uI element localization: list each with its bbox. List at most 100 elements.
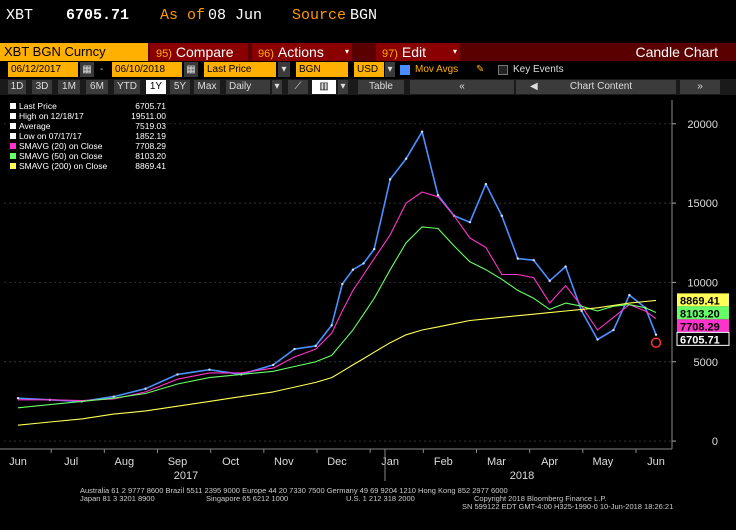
price-point bbox=[341, 282, 344, 286]
period-1d[interactable]: 1D bbox=[8, 80, 26, 94]
y-tick-label: 10000 bbox=[687, 277, 718, 289]
price-point bbox=[628, 293, 631, 297]
period-6m[interactable]: 6M bbox=[86, 80, 108, 94]
price-point bbox=[362, 262, 365, 265]
candle-chart-icon[interactable]: ▥ bbox=[312, 80, 336, 94]
price-point bbox=[468, 220, 472, 224]
chart-content-button[interactable]: ◀ Chart Content bbox=[516, 80, 676, 94]
legend-swatch bbox=[10, 113, 16, 119]
chevron-down-icon: ▾ bbox=[344, 47, 349, 56]
period-5y[interactable]: 5Y bbox=[170, 80, 190, 94]
legend-swatch bbox=[10, 153, 16, 159]
pencil-icon[interactable]: ✎ bbox=[476, 64, 485, 75]
price-label-box bbox=[677, 319, 729, 333]
asof-value: 08 Jun bbox=[208, 7, 263, 24]
x-tick-label: Nov bbox=[274, 456, 294, 468]
legend-name: Low on 07/17/17 bbox=[19, 131, 82, 141]
price-label-box bbox=[676, 331, 730, 346]
series-line bbox=[17, 299, 657, 426]
x-tick-label: Feb bbox=[434, 456, 453, 468]
legend-row: High on 12/18/17 19511.00 bbox=[10, 111, 168, 121]
x-tick-label: Apr bbox=[541, 456, 558, 468]
price-label-text: 6705.71 bbox=[680, 334, 720, 346]
collapse-left-icon[interactable]: « bbox=[410, 80, 514, 94]
frequency-select[interactable]: Daily bbox=[226, 80, 270, 94]
price-point bbox=[293, 347, 296, 351]
source-field[interactable]: BGN bbox=[296, 62, 348, 77]
legend-value: 8103.20 bbox=[135, 151, 166, 161]
footer-japan: Japan 81 3 3201 8900 bbox=[80, 494, 155, 503]
collapse-right-icon[interactable]: » bbox=[680, 80, 720, 94]
chevron-down-icon[interactable]: ▾ bbox=[278, 62, 290, 77]
legend-value: 6705.71 bbox=[135, 101, 166, 111]
currency-field[interactable]: USD bbox=[354, 62, 384, 77]
end-date-field[interactable]: 06/10/2018 bbox=[112, 62, 182, 77]
title-ticker: XBT bbox=[6, 7, 34, 24]
calendar-icon[interactable]: ▦ bbox=[184, 62, 198, 77]
key-events-checkbox[interactable] bbox=[498, 65, 508, 75]
chevron-down-icon[interactable]: ▾ bbox=[338, 80, 348, 94]
y-tick-label: 5000 bbox=[694, 357, 718, 369]
legend-name: SMAVG (50) on Close bbox=[19, 151, 103, 161]
field-select[interactable]: Last Price bbox=[204, 62, 276, 77]
series-line bbox=[18, 191, 657, 402]
chart-legend: Last Price 6705.71 High on 12/18/17 19511.0… bbox=[10, 101, 168, 183]
security-field[interactable]: XBT BGN Curncy bbox=[0, 43, 148, 61]
price-label-text: 8869.41 bbox=[680, 295, 720, 307]
x-tick-label: Jan bbox=[381, 456, 399, 468]
source-value: BGN bbox=[350, 7, 378, 24]
mov-avgs-checkbox[interactable] bbox=[400, 65, 410, 75]
legend-swatch bbox=[10, 123, 16, 129]
period-1y[interactable]: 1Y bbox=[146, 80, 166, 94]
x-tick-label: Jun bbox=[9, 456, 27, 468]
x-axis: Jun Jul Aug Sep Oct Nov Dec Jan Feb Mar Apr May Jun 2… bbox=[0, 448, 672, 482]
period-3d[interactable]: 3D bbox=[32, 80, 52, 94]
price-chart: 20000 15000 10000 5000 0 Jun Jul Aug Sep Oct Nov D… bbox=[0, 100, 730, 482]
x-tick-label: May bbox=[592, 456, 613, 468]
price-point bbox=[564, 265, 567, 268]
series-line bbox=[17, 226, 657, 409]
start-date-field[interactable]: 06/12/2017 bbox=[8, 62, 78, 77]
footer-session: SN 599122 EDT GMT-4:00 H325-1990-0 10-Ju… bbox=[462, 502, 674, 511]
price-point bbox=[654, 333, 658, 336]
title-price: 6705.71 bbox=[66, 7, 130, 24]
price-label-text: 8103.20 bbox=[680, 308, 720, 320]
legend-name: High on 12/18/17 bbox=[19, 111, 84, 121]
actions-button[interactable]: 96) Actions ▾ bbox=[252, 43, 352, 61]
chevron-down-icon[interactable]: ▾ bbox=[272, 80, 282, 94]
date-separator: - bbox=[100, 64, 104, 75]
chevron-down-icon: ▾ bbox=[452, 47, 457, 56]
table-button[interactable]: Table bbox=[358, 80, 404, 94]
period-max[interactable]: Max bbox=[194, 80, 220, 94]
price-point bbox=[436, 193, 440, 197]
period-ytd[interactable]: YTD bbox=[114, 80, 140, 94]
price-point bbox=[420, 130, 424, 133]
price-point bbox=[208, 368, 211, 371]
compare-button[interactable]: 95) Compare bbox=[150, 43, 248, 61]
legend-name: Average bbox=[19, 121, 51, 131]
y-tick-label: 15000 bbox=[687, 198, 718, 210]
series-line bbox=[17, 130, 657, 403]
chevron-down-icon[interactable]: ▾ bbox=[385, 62, 395, 77]
calendar-icon[interactable]: ▦ bbox=[80, 62, 94, 77]
price-point bbox=[272, 363, 275, 367]
x-tick-label: Mar bbox=[487, 456, 506, 468]
price-label-box bbox=[677, 293, 729, 307]
legend-row: Low on 07/17/17 1852.19 bbox=[10, 131, 168, 141]
legend-swatch bbox=[10, 143, 16, 149]
line-chart-icon[interactable]: ⟋ bbox=[288, 80, 308, 94]
command-bar: 95) Compare 96) Actions ▾ 97) Edit ▾ Candle… bbox=[0, 43, 736, 61]
legend-name: SMAVG (200) on Close bbox=[19, 161, 108, 171]
legend-row: SMAVG (50) on Close 8103.20 bbox=[10, 151, 168, 161]
asof-label: As of bbox=[160, 7, 206, 24]
price-point bbox=[580, 309, 583, 313]
footer-line1: Australia 61 2 9777 8600 Brazil 5511 239… bbox=[80, 486, 508, 495]
source-label: Source bbox=[292, 7, 347, 24]
footer-us: U.S. 1 212 318 2000 bbox=[346, 494, 415, 503]
price-label-box bbox=[677, 306, 729, 320]
footer: Australia 61 2 9777 8600 Brazil 5511 239… bbox=[0, 485, 736, 530]
edit-button[interactable]: 97) Edit ▾ bbox=[376, 43, 460, 61]
legend-value: 8869.41 bbox=[135, 161, 166, 171]
period-1m[interactable]: 1M bbox=[58, 80, 80, 94]
